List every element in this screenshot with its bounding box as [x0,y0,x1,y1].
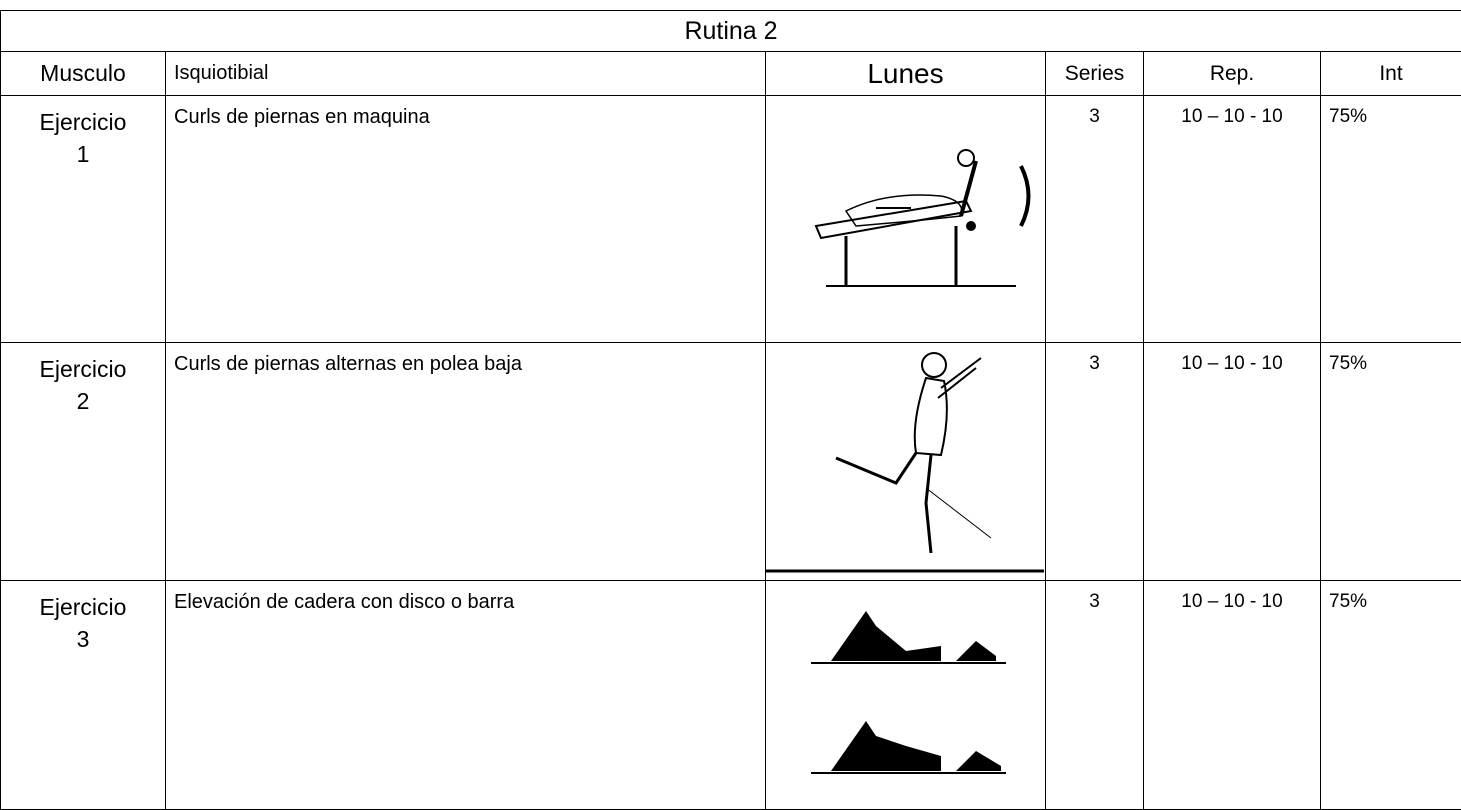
reps-cell: 10 – 10 - 10 [1144,581,1321,810]
header-cell: Series [1046,52,1144,96]
exercise-label: Ejercicio [40,109,127,135]
exercise-illustration [766,581,1044,807]
intensity-cell: 75% [1321,343,1461,581]
exercise-cell: Ejercicio 1 [1,96,166,343]
intensity-cell: 75% [1321,96,1461,343]
exercise-label: Ejercicio [40,356,127,382]
exercise-number: 2 [77,388,90,414]
exercise-cell: Ejercicio 2 [1,343,166,581]
header-cell: Lunes [766,52,1046,96]
exercise-name: Curls de piernas alternas en polea baja [166,343,766,581]
exercise-number: 3 [77,626,90,652]
intensity-cell: 75% [1321,581,1461,810]
exercise-cell: Ejercicio 3 [1,581,166,810]
header-cell: Musculo [1,52,166,96]
reps-cell: 10 – 10 - 10 [1144,343,1321,581]
series-cell: 3 [1046,343,1144,581]
exercise-name: Curls de piernas en maquina [166,96,766,343]
table-title: Rutina 2 [1,11,1461,52]
routine-table: Rutina 2 Musculo Isquiotibial Lunes Seri… [0,10,1461,810]
series-cell: 3 [1046,96,1144,343]
exercise-name: Elevación de cadera con disco o barra [166,581,766,810]
series-cell: 3 [1046,581,1144,810]
header-cell: Rep. [1144,52,1321,96]
exercise-label: Ejercicio [40,594,127,620]
exercise-illustration [766,96,1044,336]
image-cell [766,343,1046,581]
header-cell: Int [1321,52,1461,96]
image-cell [766,96,1046,343]
header-cell: Isquiotibial [166,52,766,96]
exercise-illustration [766,343,1044,579]
exercise-number: 1 [77,141,90,167]
image-cell [766,581,1046,810]
reps-cell: 10 – 10 - 10 [1144,96,1321,343]
